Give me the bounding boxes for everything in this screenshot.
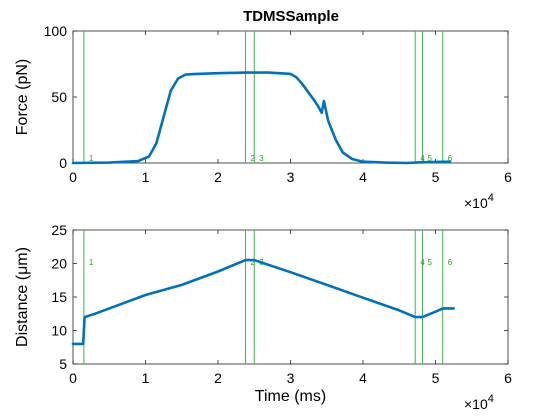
force-marker-label-1: 1 <box>89 154 94 163</box>
distance-ytick-label: 25 <box>51 222 67 238</box>
distance-ytick-label: 15 <box>51 289 67 305</box>
force-marker-label-4: 4 <box>420 154 425 163</box>
force-ytick-label: 50 <box>51 89 67 105</box>
distance-xtick-label: 4 <box>359 370 367 386</box>
force-marker-label-2: 2 <box>251 154 256 163</box>
figure-title: TDMSSample <box>243 8 339 25</box>
distance-marker-label-4: 4 <box>420 258 425 267</box>
force-xtick-label: 5 <box>432 169 440 185</box>
force-axes-box <box>72 30 509 164</box>
force-ytick-label: 100 <box>44 23 68 39</box>
distance-marker-label-1: 1 <box>89 258 94 267</box>
force-series-line-0 <box>71 71 452 165</box>
force-marker-label-3: 3 <box>259 154 264 163</box>
distance-xlabel: Time (ms) <box>255 388 326 405</box>
force-x-exponent: ×104 <box>464 192 494 211</box>
distance-series-line-0 <box>71 258 455 346</box>
force-xtick-label: 6 <box>504 169 512 185</box>
distance-marker-label-2: 2 <box>251 258 256 267</box>
distance-ylabel: Distance (μm) <box>14 247 31 347</box>
force-xtick-label: 0 <box>69 169 77 185</box>
distance-xtick-label: 1 <box>142 370 150 386</box>
distance-marker-label-6: 6 <box>448 258 453 267</box>
distance-x-exponent: ×104 <box>464 393 494 412</box>
distance-xtick-label: 2 <box>214 370 222 386</box>
distance-ytick-label: 10 <box>51 323 67 339</box>
distance-marker-label-5: 5 <box>427 258 432 267</box>
distance-xtick-label: 0 <box>69 370 77 386</box>
force-marker-label-6: 6 <box>448 154 453 163</box>
force-ytick-label: 0 <box>59 155 67 171</box>
force-xtick-label: 1 <box>142 169 150 185</box>
force-marker-label-5: 5 <box>427 154 432 163</box>
distance-xtick-label: 5 <box>432 370 440 386</box>
distance-ytick-label: 20 <box>51 256 67 272</box>
distance-axes-box <box>72 229 509 365</box>
distance-xtick-label: 6 <box>504 370 512 386</box>
distance-xtick-label: 3 <box>287 370 295 386</box>
distance-ytick-label: 5 <box>59 356 67 372</box>
force-xtick-label: 2 <box>214 169 222 185</box>
force-xtick-label: 4 <box>359 169 367 185</box>
force-ylabel: Force (pN) <box>14 59 31 135</box>
force-xtick-label: 3 <box>287 169 295 185</box>
